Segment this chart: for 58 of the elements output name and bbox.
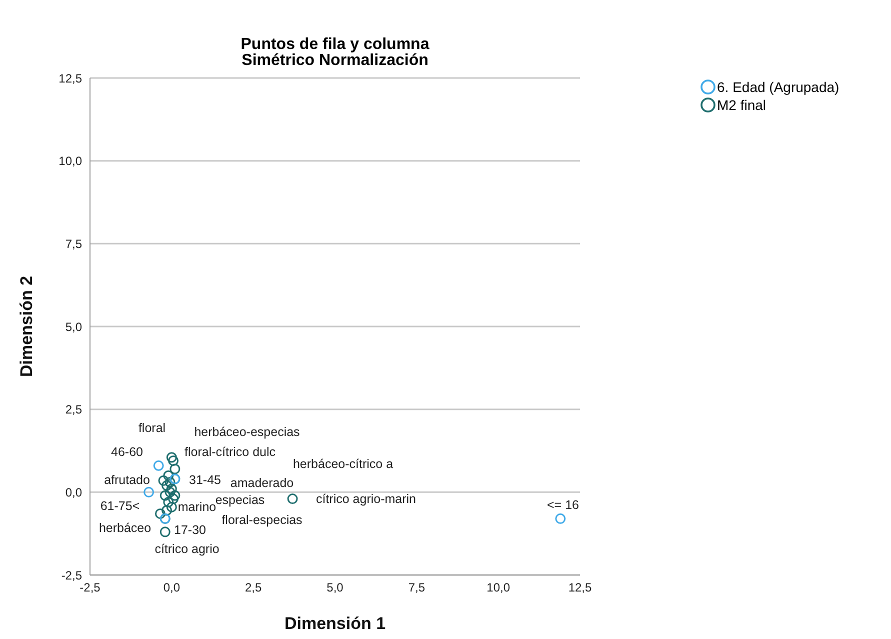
y-axis-title: Dimensión 2 [17, 276, 36, 378]
point [555, 513, 566, 524]
x-tick-label: 10,0 [486, 580, 510, 595]
x-axis-title: Dimensión 1 [284, 614, 386, 634]
point [160, 490, 170, 501]
point [287, 494, 298, 504]
x-tick-label: -2,5 [80, 580, 101, 595]
x-tick-label: 12,5 [568, 580, 592, 595]
annotation: 46-60 [111, 445, 144, 459]
x-tick-label: 7,5 [408, 580, 426, 595]
y-tick-label: 0,0 [65, 485, 82, 500]
chart-subtitle: Simétrico Normalización [240, 52, 430, 70]
legend-label: 6. Edad (Agrupada) [717, 79, 840, 95]
annotation: cítrico agrio-marin [316, 492, 416, 506]
point [166, 502, 177, 512]
y-tick-label: 7,5 [65, 236, 82, 251]
y-tick-label: 10,0 [58, 154, 82, 168]
point [170, 464, 180, 474]
point [160, 526, 170, 538]
point [166, 452, 177, 463]
y-tick-label: -2,5 [61, 568, 82, 582]
annotation: 61-75< [100, 499, 140, 513]
annotation: especias [215, 493, 265, 507]
annotation: marino [178, 500, 216, 514]
y-tick-label: 5,0 [65, 320, 82, 334]
point [162, 505, 172, 516]
annotation: floral-cítrico dulc [184, 445, 276, 459]
x-tick-label: 2,5 [244, 580, 262, 595]
annotation: herbáceo-cítrico a [292, 457, 394, 471]
point [153, 460, 164, 471]
annotation: 17-30 [174, 523, 206, 537]
point [158, 475, 169, 486]
chart-title: Puntos de fila y columna [240, 36, 430, 53]
point [163, 470, 174, 481]
point [144, 486, 154, 498]
point [164, 476, 176, 488]
point [162, 480, 172, 491]
annotation: cítrico agrio [154, 542, 220, 556]
y-tick-label: 2,5 [65, 402, 82, 417]
annotation: herbáceo [98, 521, 152, 535]
annotation: amaderado [230, 476, 294, 490]
y-tick-label: 12,5 [58, 71, 82, 86]
x-tick-label: 5,0 [326, 580, 344, 595]
point [163, 496, 174, 508]
point [164, 486, 176, 498]
annotation: floral-especias [222, 513, 302, 527]
annotation: <= 16 [547, 498, 580, 512]
annotation: herbáceo-especias [194, 425, 300, 439]
point [166, 484, 177, 494]
point [170, 490, 180, 501]
point [168, 494, 179, 504]
legend-label: M2 final [717, 97, 766, 113]
x-tick-label: 0,0 [163, 580, 180, 595]
annotation: floral [138, 421, 166, 435]
point [154, 508, 166, 519]
annotation: 31-45 [189, 473, 222, 487]
annotation: afrutado [104, 473, 150, 487]
point [168, 455, 179, 466]
